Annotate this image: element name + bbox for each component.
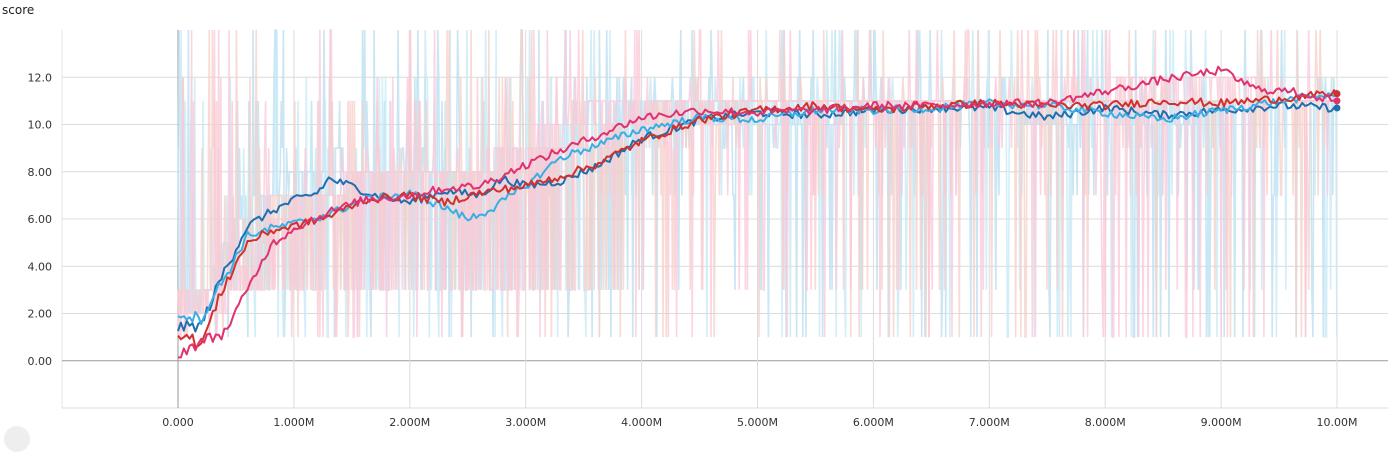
raw-series-lines (177, 29, 1338, 338)
series-end-markers (1333, 90, 1341, 112)
x-tick-label: 6.000M (853, 416, 894, 429)
y-tick-label: 0.00 (28, 355, 53, 368)
x-tick-label: 1.000M (273, 416, 314, 429)
x-tick-label: 0.000 (162, 416, 194, 429)
y-tick-label: 12.0 (28, 71, 53, 84)
x-tick-label: 3.000M (505, 416, 546, 429)
x-tick-label: 10.00M (1317, 416, 1358, 429)
y-tick-label: 2.00 (28, 308, 53, 321)
x-tick-label: 8.000M (1085, 416, 1126, 429)
chart-title: score (2, 3, 35, 17)
settings-handle-icon[interactable] (4, 426, 30, 452)
raw-series-line (177, 29, 1337, 338)
series-line (177, 65, 1338, 359)
x-tick-label: 2.000M (389, 416, 430, 429)
x-tick-label: 4.000M (621, 416, 662, 429)
line-chart: 0.000 1.000M 2.000M 3.000M 4.000M 5.000M 6.000… (28, 29, 1388, 429)
y-axis-ticks: 0.00 2.00 4.00 6.00 8.00 10.0 12.0 (28, 71, 53, 368)
y-tick-label: 8.00 (28, 166, 53, 179)
series-line (177, 89, 1338, 326)
x-axis-ticks: 0.000 1.000M 2.000M 3.000M 4.000M 5.000M 6.000… (162, 416, 1357, 429)
y-tick-label: 6.00 (28, 213, 53, 226)
smoothed-series-lines (177, 65, 1338, 359)
x-tick-label: 9.000M (1201, 416, 1242, 429)
x-tick-label: 7.000M (969, 416, 1010, 429)
x-tick-label: 5.000M (737, 416, 778, 429)
series-end-point (1333, 97, 1341, 105)
y-tick-label: 10.0 (28, 119, 53, 132)
series-end-point (1333, 90, 1341, 98)
y-tick-label: 4.00 (28, 260, 53, 273)
series-end-point (1333, 104, 1341, 112)
